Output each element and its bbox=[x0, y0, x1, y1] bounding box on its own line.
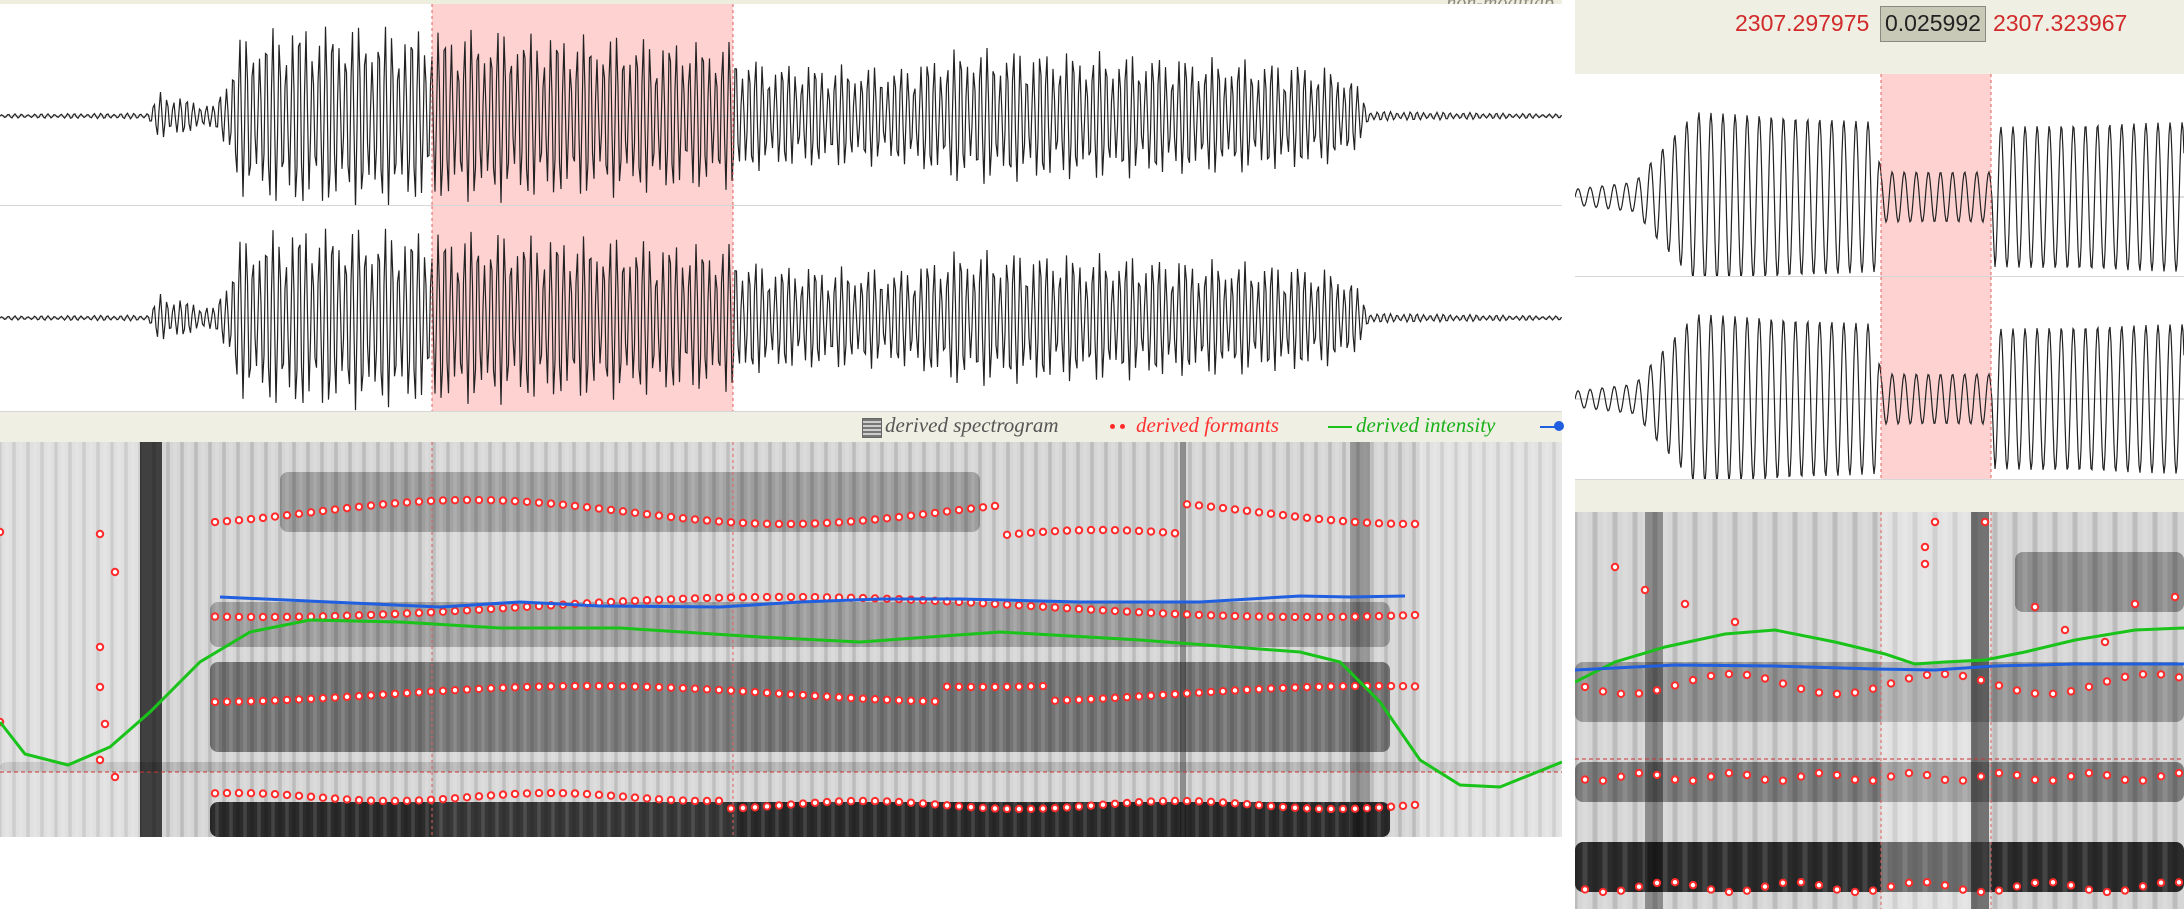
formant-upper-points bbox=[1610, 517, 2180, 647]
pitch-line-icon bbox=[1540, 426, 1556, 428]
legend-intensity: derived intensity bbox=[1356, 413, 1496, 437]
formant-f1-track bbox=[210, 788, 1420, 814]
formant-onset-points bbox=[0, 527, 120, 782]
selection-highlight bbox=[1881, 74, 1991, 276]
formant-f2-track bbox=[1580, 768, 2184, 785]
formant-f3-track bbox=[1580, 669, 2184, 699]
waveform-trace bbox=[0, 228, 1562, 411]
intensity-curve bbox=[1575, 626, 2184, 684]
selection-end-time: 2307.323967 bbox=[1993, 10, 2128, 36]
selection-duration[interactable]: 0.025992 bbox=[1880, 6, 1986, 42]
waveform-channel-1[interactable] bbox=[0, 4, 1562, 206]
formant-f3-track bbox=[210, 592, 1420, 622]
waveform-trace bbox=[1575, 112, 2184, 276]
formant-f1-track bbox=[1580, 878, 2184, 897]
zoomed-legend-bar bbox=[1575, 480, 2184, 512]
formant-f2-track bbox=[210, 681, 1420, 707]
spectrogram-swatch-icon bbox=[862, 418, 882, 438]
intensity-line-icon bbox=[1328, 426, 1352, 428]
main-sound-editor: non-modifiab derived spect bbox=[0, 0, 1564, 837]
spectrogram-image bbox=[0, 442, 1562, 837]
zoomed-spectrogram-panel[interactable] bbox=[1575, 512, 2184, 909]
legend-spectrogram: derived spectrogram bbox=[885, 413, 1059, 437]
waveform-trace bbox=[0, 26, 1562, 205]
formant-dots-icon bbox=[1110, 424, 1115, 429]
intensity-curve bbox=[0, 618, 1562, 789]
formant-f4-track bbox=[210, 495, 1420, 539]
selection-highlight bbox=[1881, 277, 1991, 479]
spectrogram-panel[interactable] bbox=[0, 442, 1562, 837]
pitch-curve bbox=[219, 594, 1406, 609]
selection-info-bar: 2307.297975 0.025992 2307.323967 bbox=[1575, 0, 2184, 74]
top-strip bbox=[0, 0, 1562, 4]
spectrogram-image bbox=[1575, 512, 2184, 909]
zoomed-waveform-channel-2[interactable] bbox=[1575, 277, 2184, 480]
waveform-channel-2[interactable] bbox=[0, 206, 1562, 412]
zoomed-selection-panel: 2307.297975 0.025992 2307.323967 bbox=[1575, 0, 2184, 909]
legend-formants: derived formants bbox=[1136, 413, 1279, 437]
zoomed-waveform-channel-1[interactable] bbox=[1575, 74, 2184, 277]
waveform-trace bbox=[1575, 314, 2184, 479]
pitch-curve bbox=[1575, 662, 2184, 672]
analysis-legend: derived spectrogram derived formants der… bbox=[0, 412, 1564, 442]
selection-start-time: 2307.297975 bbox=[1735, 10, 1870, 36]
